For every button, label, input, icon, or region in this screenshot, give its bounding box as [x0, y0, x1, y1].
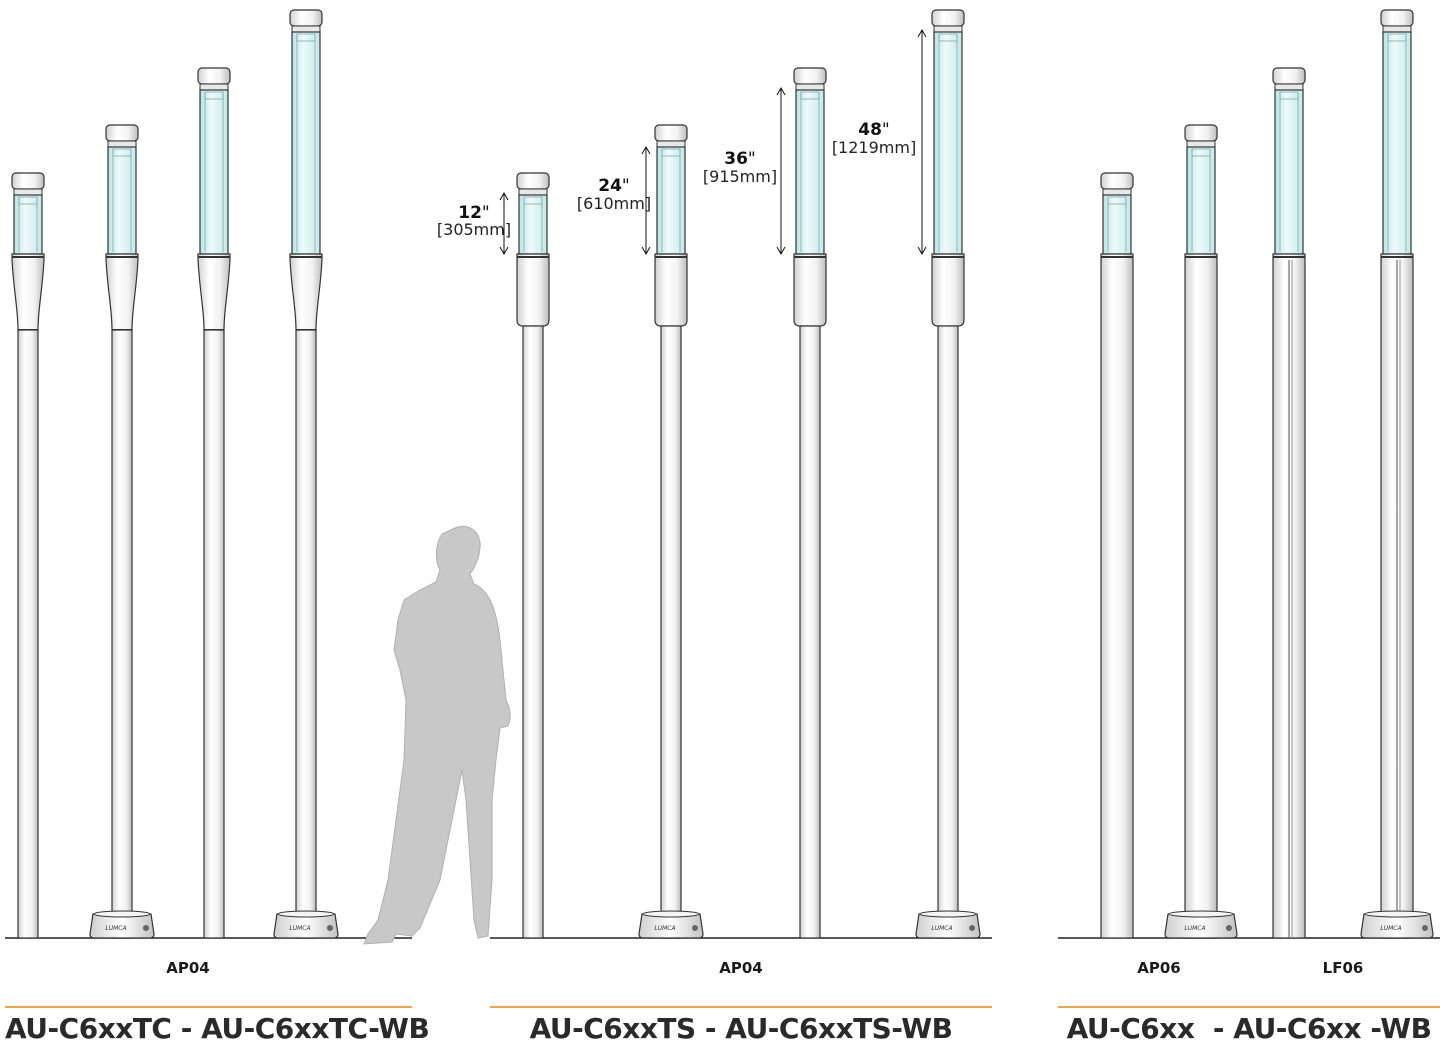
mounting-base-ts-1: LUMCA [638, 910, 704, 939]
base-type-label-0: AP04 [166, 959, 209, 977]
bollard-fixture-lf-0 [1272, 67, 1306, 939]
base-type-label-2: AP06 [1137, 959, 1180, 977]
mounting-base-lf-1: LUMCA [1360, 910, 1434, 939]
dimension-inches: 48" [858, 120, 890, 140]
bollard-fixture-ts-2 [793, 67, 827, 939]
mounting-base-ts-3: LUMCA [915, 910, 981, 939]
bollard-fixture-xx-1 [1184, 124, 1218, 939]
model-label-tc: AU-C6xxTC - AU-C6xxTC-WB [5, 1012, 430, 1045]
bollard-fixture-ts-1 [654, 124, 688, 939]
brand-logo-text: LUMCA [1380, 925, 1401, 932]
bollard-fixture-tc-3 [289, 9, 323, 939]
dimension-3: 48"[1219mm] [832, 28, 927, 256]
brand-logo-text: LUMCA [289, 925, 310, 932]
dimension-mm: [1219mm] [832, 138, 916, 157]
bollard-fixture-tc-1 [105, 124, 139, 939]
brand-logo-text: LUMCA [931, 925, 952, 932]
base-type-label-1: AP04 [719, 959, 762, 977]
bollard-fixture-tc-0 [11, 172, 45, 939]
mounting-base-xx-1: LUMCA [1164, 910, 1238, 939]
model-label-xx: AU-C6xx - AU-C6xx -WB [1066, 1012, 1432, 1045]
human-silhouette [363, 525, 511, 945]
bollard-fixture-xx-0 [1100, 172, 1134, 939]
dimension-2: 36"[915mm] [703, 86, 786, 256]
bollard-fixture-tc-2 [197, 67, 231, 939]
dimension-mm: [915mm] [703, 167, 777, 186]
dimension-mm: [305mm] [437, 220, 511, 239]
bollard-fixture-lf-1 [1380, 9, 1414, 939]
dimension-inches: 24" [598, 176, 630, 196]
brand-logo-text: LUMCA [1184, 925, 1205, 932]
brand-logo-text: LUMCA [654, 925, 675, 932]
brand-logo-text: LUMCA [105, 925, 126, 932]
mounting-base-tc-3: LUMCA [273, 910, 339, 939]
dimension-1: 24"[610mm] [577, 145, 651, 256]
bollard-fixture-ts-0 [516, 172, 550, 939]
dimension-mm: [610mm] [577, 194, 651, 213]
bollard-fixture-ts-3 [931, 9, 965, 939]
dimension-inches: 12" [458, 203, 490, 223]
base-type-label-3: LF06 [1323, 959, 1364, 977]
mounting-base-tc-1: LUMCA [89, 910, 155, 939]
dimension-inches: 36" [724, 149, 756, 169]
model-label-ts: AU-C6xxTS - AU-C6xxTS-WB [529, 1012, 953, 1045]
dimension-0: 12"[305mm] [437, 191, 511, 256]
